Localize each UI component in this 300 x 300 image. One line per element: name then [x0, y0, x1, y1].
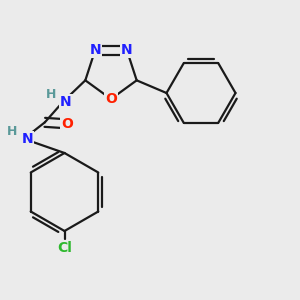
- Text: H: H: [46, 88, 56, 101]
- Text: O: O: [61, 117, 73, 131]
- Text: N: N: [121, 43, 133, 57]
- Text: N: N: [22, 132, 33, 146]
- Text: Cl: Cl: [57, 242, 72, 255]
- Text: N: N: [89, 43, 101, 57]
- Text: O: O: [105, 92, 117, 106]
- Text: H: H: [7, 125, 18, 138]
- Text: N: N: [60, 95, 72, 109]
